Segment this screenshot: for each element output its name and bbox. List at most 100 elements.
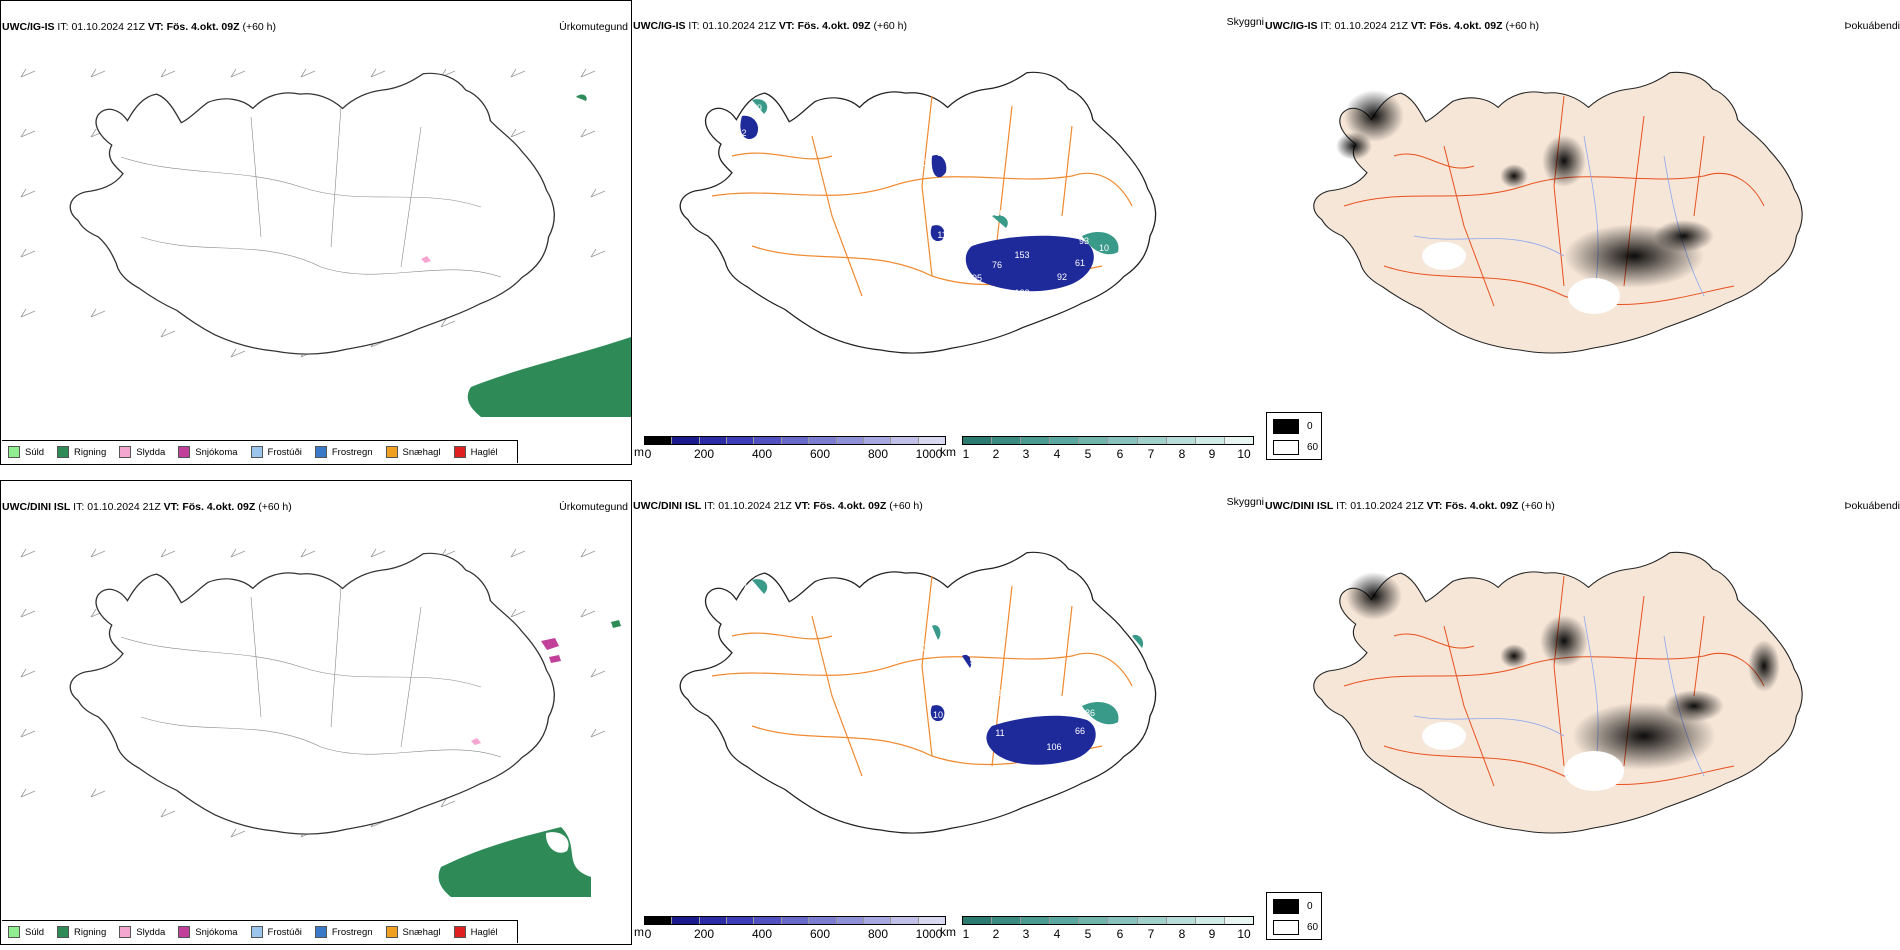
cloudbase-scale: m 0 200 400 600 800 1000 xyxy=(634,916,946,942)
cloudbase-colorbar xyxy=(644,916,946,925)
map-label: 11 xyxy=(995,728,1004,738)
legend-label: Súld xyxy=(25,926,45,938)
legend-swatch xyxy=(314,926,327,938)
legend-swatch xyxy=(57,926,70,938)
scale-tick: 8 xyxy=(1178,447,1186,461)
panel-type-label: Skyggni xyxy=(1226,16,1264,28)
map-label: 93 xyxy=(1079,236,1089,246)
scale-tick: 6 xyxy=(1116,927,1124,941)
panel-title: UWC/DINI ISL IT: 01.10.2024 21Z VT: Fös.… xyxy=(633,500,923,512)
fog-legend: 0 60 xyxy=(1266,412,1322,460)
precip-map[interactable] xyxy=(1,517,631,897)
visibility-scale: km 1 2 3 4 5 6 7 8 9 10 xyxy=(940,916,1255,942)
legend-swatch xyxy=(119,446,132,458)
scale-tick: 9 xyxy=(1208,927,1216,941)
fog-legend: 0 60 xyxy=(1266,892,1322,940)
precip-map[interactable] xyxy=(1,37,631,417)
map-label: 9 xyxy=(969,656,974,666)
cloud-map[interactable]: 79 2 10 89 106 71 107 49 11 153 95 76 12… xyxy=(632,36,1262,416)
map-label: 66 xyxy=(1075,726,1085,736)
scale-tick: 2 xyxy=(992,447,1000,461)
scale-unit: m xyxy=(634,445,644,459)
scale-tick: 1 xyxy=(962,447,970,461)
legend-item: Haglél xyxy=(453,926,498,938)
map-label: 10 xyxy=(917,158,927,168)
legend-label: Frostúði xyxy=(267,926,302,938)
cloud-visibility-panel: UWC/IG-IS IT: 01.10.2024 21Z VT: Fös. 4.… xyxy=(632,0,1264,465)
legend-label: Haglél xyxy=(470,926,498,938)
panel-title: UWC/IG-IS IT: 01.10.2024 21Z VT: Fös. 4.… xyxy=(633,20,908,32)
legend-label: Frostúði xyxy=(267,446,302,458)
map-label: 10 xyxy=(933,710,943,720)
fog-legend-value: 60 xyxy=(1307,442,1319,453)
map-label: 49 xyxy=(981,228,991,238)
scale-tick: 200 xyxy=(693,927,715,941)
scale-tick: 1 xyxy=(962,927,970,941)
scale-tick: 800 xyxy=(867,927,889,941)
scale-ticks: 0 200 400 600 800 1000 xyxy=(644,927,944,941)
scale-tick: 4 xyxy=(1053,927,1061,941)
legend-label: Súld xyxy=(25,446,45,458)
map-label: 86 xyxy=(1085,708,1095,718)
legend-item: Rigning xyxy=(57,446,106,458)
visibility-scale: km 1 2 3 4 5 6 7 8 9 10 xyxy=(940,436,1255,462)
legend-swatch xyxy=(119,926,132,938)
scale-ticks: 1 2 3 4 5 6 7 8 9 10 xyxy=(962,447,1252,461)
scale-tick: 1000 xyxy=(915,927,943,941)
legend-swatch xyxy=(385,926,398,938)
fog-panel: UWC/IG-IS IT: 01.10.2024 21Z VT: Fös. 4.… xyxy=(1264,0,1900,465)
scale-tick: 3 xyxy=(1022,927,1030,941)
scale-ticks: 1 2 3 4 5 6 7 8 9 10 xyxy=(962,927,1252,941)
scale-tick: 2 xyxy=(992,927,1000,941)
legend-item: Slydda xyxy=(119,446,165,458)
precip-legend: Súld Rigning Slydda Snjókoma Frostúði Fr… xyxy=(2,440,518,463)
legend-item: Snjókoma xyxy=(178,926,238,938)
cloud-map[interactable]: 79 88 10 9 95 10 11 86 66 106 113 xyxy=(632,516,1262,896)
forecast-row-igis: UWC/IG-IS IT: 01.10.2024 21Z VT: Fös. 4.… xyxy=(0,0,1900,465)
scale-tick: 8 xyxy=(1178,927,1186,941)
legend-item: Snjókoma xyxy=(178,446,238,458)
legend-swatch xyxy=(250,926,263,938)
fog-legend-item: 0 xyxy=(1273,419,1321,434)
legend-item: Súld xyxy=(8,446,44,458)
panel-title: UWC/DINI ISL IT: 01.10.2024 21Z VT: Fös.… xyxy=(1265,500,1555,512)
fog-legend-value: 0 xyxy=(1307,421,1313,432)
fog-swatch xyxy=(1273,899,1299,914)
legend-label: Snjókoma xyxy=(195,926,238,938)
legend-label: Slydda xyxy=(136,926,166,938)
panel-type-label: Þokuábendi xyxy=(1844,500,1900,512)
legend-item: Slydda xyxy=(119,926,165,938)
scale-tick: 200 xyxy=(693,447,715,461)
panel-title: UWC/IG-IS IT: 01.10.2024 21Z VT: Fös. 4.… xyxy=(2,21,277,33)
panel-title: UWC/DINI ISL IT: 01.10.2024 21Z VT: Fös.… xyxy=(2,501,292,513)
fog-legend-item: 0 xyxy=(1273,899,1321,914)
legend-swatch xyxy=(250,446,263,458)
scale-unit: km xyxy=(940,925,956,939)
scale-tick: 10 xyxy=(1237,927,1251,941)
fog-map[interactable] xyxy=(1264,36,1900,416)
fog-swatch xyxy=(1273,920,1299,935)
scale-tick: 9 xyxy=(1208,447,1216,461)
legend-item: Frostregn xyxy=(314,926,373,938)
legend-label: Slydda xyxy=(136,446,166,458)
legend-swatch xyxy=(8,926,20,938)
fog-legend-value: 60 xyxy=(1307,922,1319,933)
precip-legend: Súld Rigning Slydda Snjókoma Frostúði Fr… xyxy=(2,920,518,943)
scale-tick: 600 xyxy=(809,447,831,461)
map-label: 76 xyxy=(992,260,1002,270)
scale-tick: 5 xyxy=(1084,447,1092,461)
map-label: 92 xyxy=(1057,272,1067,282)
map-label: 88 xyxy=(769,583,779,593)
visibility-colorbar xyxy=(962,916,1254,925)
legend-swatch xyxy=(453,446,466,458)
map-label: 61 xyxy=(1075,258,1085,268)
legend-swatch xyxy=(178,446,191,458)
legend-label: Haglél xyxy=(470,446,498,458)
scale-tick: 600 xyxy=(809,927,831,941)
map-label: 107 xyxy=(994,208,1009,218)
fog-map[interactable] xyxy=(1264,516,1900,896)
fog-legend-item: 60 xyxy=(1273,920,1321,935)
map-label: 11 xyxy=(937,230,946,240)
map-label: 79 xyxy=(742,583,752,593)
legend-item: Frostregn xyxy=(314,446,373,458)
